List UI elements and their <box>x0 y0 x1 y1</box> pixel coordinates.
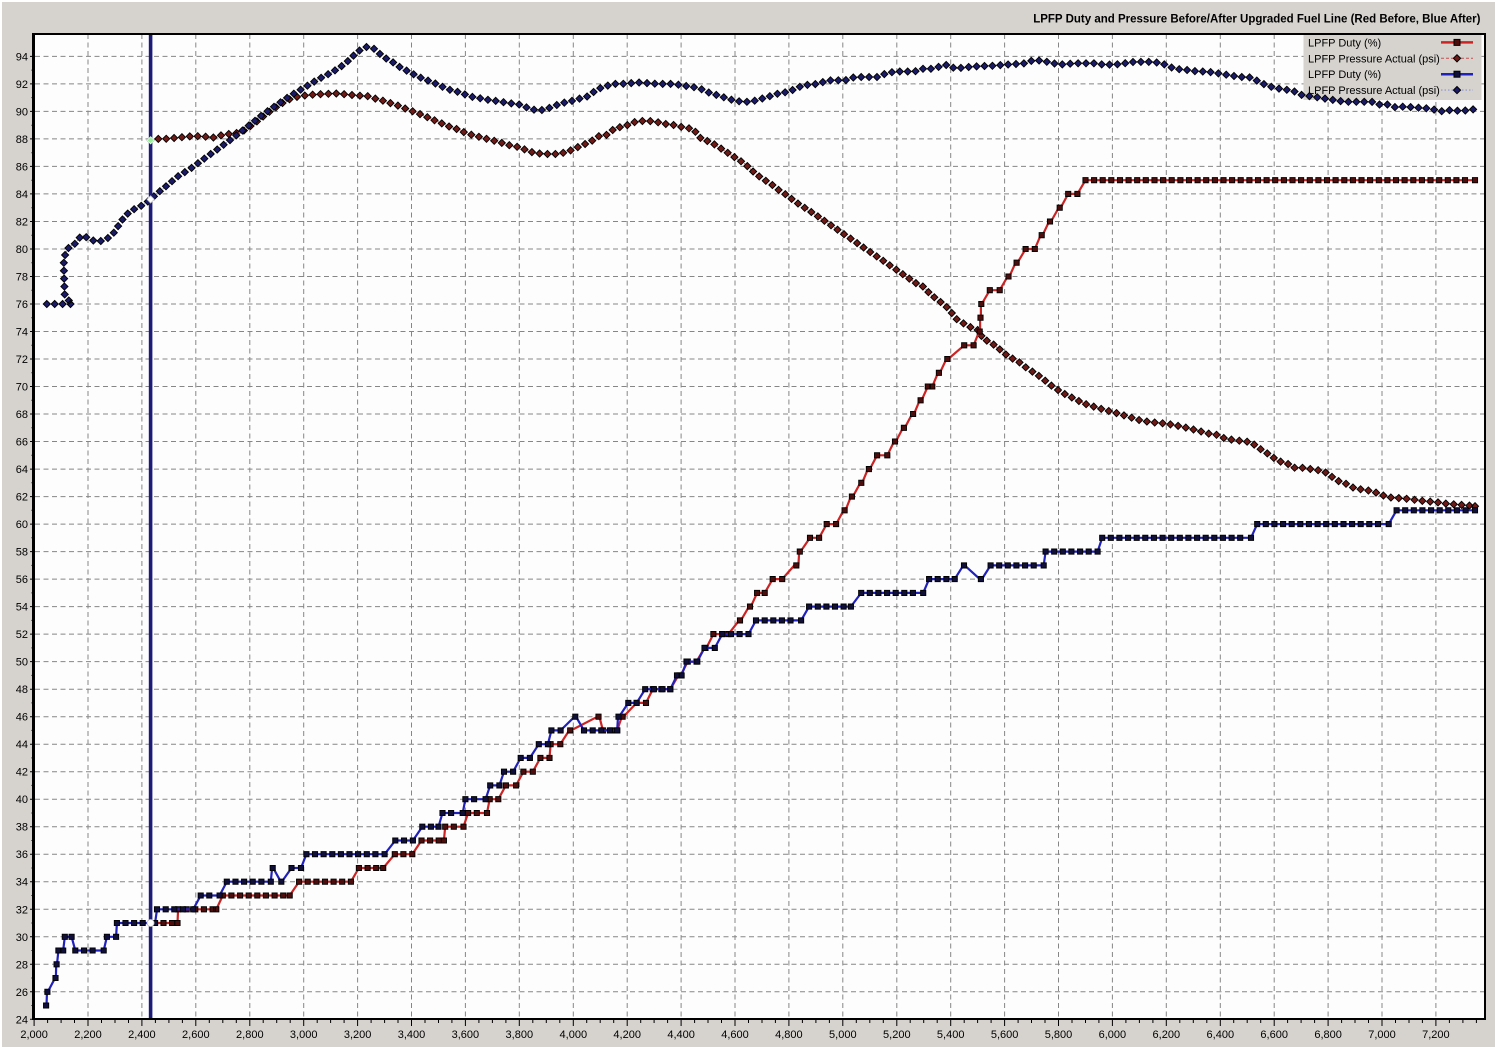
svg-text:84: 84 <box>16 189 28 201</box>
svg-text:42: 42 <box>16 767 28 779</box>
svg-text:7,200: 7,200 <box>1422 1029 1450 1041</box>
svg-text:LPFP Duty (%): LPFP Duty (%) <box>1308 37 1381 49</box>
svg-text:62: 62 <box>16 492 28 504</box>
svg-text:2,400: 2,400 <box>128 1029 156 1041</box>
svg-text:5,200: 5,200 <box>883 1029 911 1041</box>
svg-text:76: 76 <box>16 299 28 311</box>
svg-text:6,200: 6,200 <box>1153 1029 1181 1041</box>
svg-text:3,600: 3,600 <box>452 1029 480 1041</box>
svg-text:LPFP Pressure Actual (psi): LPFP Pressure Actual (psi) <box>1308 85 1440 97</box>
svg-text:6,400: 6,400 <box>1207 1029 1235 1041</box>
svg-text:4,200: 4,200 <box>613 1029 641 1041</box>
svg-text:5,600: 5,600 <box>991 1029 1019 1041</box>
svg-text:34: 34 <box>16 877 28 889</box>
svg-text:3,800: 3,800 <box>506 1029 534 1041</box>
svg-text:88: 88 <box>16 134 28 146</box>
svg-text:2,600: 2,600 <box>182 1029 210 1041</box>
svg-text:4,800: 4,800 <box>775 1029 803 1041</box>
svg-text:70: 70 <box>16 382 28 394</box>
svg-text:6,000: 6,000 <box>1099 1029 1127 1041</box>
svg-text:80: 80 <box>16 244 28 256</box>
svg-text:58: 58 <box>16 547 28 559</box>
svg-text:46: 46 <box>16 712 28 724</box>
svg-text:86: 86 <box>16 161 28 173</box>
svg-text:3,400: 3,400 <box>398 1029 426 1041</box>
svg-text:44: 44 <box>16 739 28 751</box>
svg-text:4,000: 4,000 <box>560 1029 588 1041</box>
svg-text:4,400: 4,400 <box>667 1029 695 1041</box>
svg-text:5,400: 5,400 <box>937 1029 965 1041</box>
svg-text:5,000: 5,000 <box>829 1029 857 1041</box>
svg-text:78: 78 <box>16 272 28 284</box>
svg-text:38: 38 <box>16 822 28 834</box>
svg-text:4,600: 4,600 <box>721 1029 749 1041</box>
svg-text:56: 56 <box>16 574 28 586</box>
svg-text:LPFP Duty and Pressure Before/: LPFP Duty and Pressure Before/After Upgr… <box>1033 14 1480 26</box>
svg-text:94: 94 <box>16 51 28 63</box>
svg-text:3,000: 3,000 <box>290 1029 318 1041</box>
svg-text:54: 54 <box>16 602 28 614</box>
svg-text:LPFP Pressure Actual (psi): LPFP Pressure Actual (psi) <box>1308 53 1440 65</box>
svg-text:50: 50 <box>16 657 28 669</box>
svg-text:82: 82 <box>16 217 28 229</box>
svg-text:LPFP Duty (%): LPFP Duty (%) <box>1308 69 1381 81</box>
svg-text:40: 40 <box>16 794 28 806</box>
svg-text:64: 64 <box>16 464 28 476</box>
svg-text:6,600: 6,600 <box>1260 1029 1288 1041</box>
svg-text:30: 30 <box>16 932 28 944</box>
svg-text:6,800: 6,800 <box>1314 1029 1342 1041</box>
svg-text:74: 74 <box>16 327 28 339</box>
svg-text:36: 36 <box>16 849 28 861</box>
svg-text:7,000: 7,000 <box>1368 1029 1396 1041</box>
svg-text:60: 60 <box>16 519 28 531</box>
svg-text:28: 28 <box>16 959 28 971</box>
svg-text:2,000: 2,000 <box>20 1029 48 1041</box>
svg-text:32: 32 <box>16 904 28 916</box>
svg-text:92: 92 <box>16 79 28 91</box>
svg-text:68: 68 <box>16 409 28 421</box>
svg-text:52: 52 <box>16 629 28 641</box>
svg-text:72: 72 <box>16 354 28 366</box>
svg-text:26: 26 <box>16 987 28 999</box>
svg-text:2,200: 2,200 <box>74 1029 102 1041</box>
svg-text:5,800: 5,800 <box>1045 1029 1073 1041</box>
svg-text:2,800: 2,800 <box>236 1029 264 1041</box>
svg-text:90: 90 <box>16 106 28 118</box>
svg-text:66: 66 <box>16 437 28 449</box>
svg-text:3,200: 3,200 <box>344 1029 372 1041</box>
svg-text:24: 24 <box>16 1014 28 1026</box>
svg-text:48: 48 <box>16 684 28 696</box>
